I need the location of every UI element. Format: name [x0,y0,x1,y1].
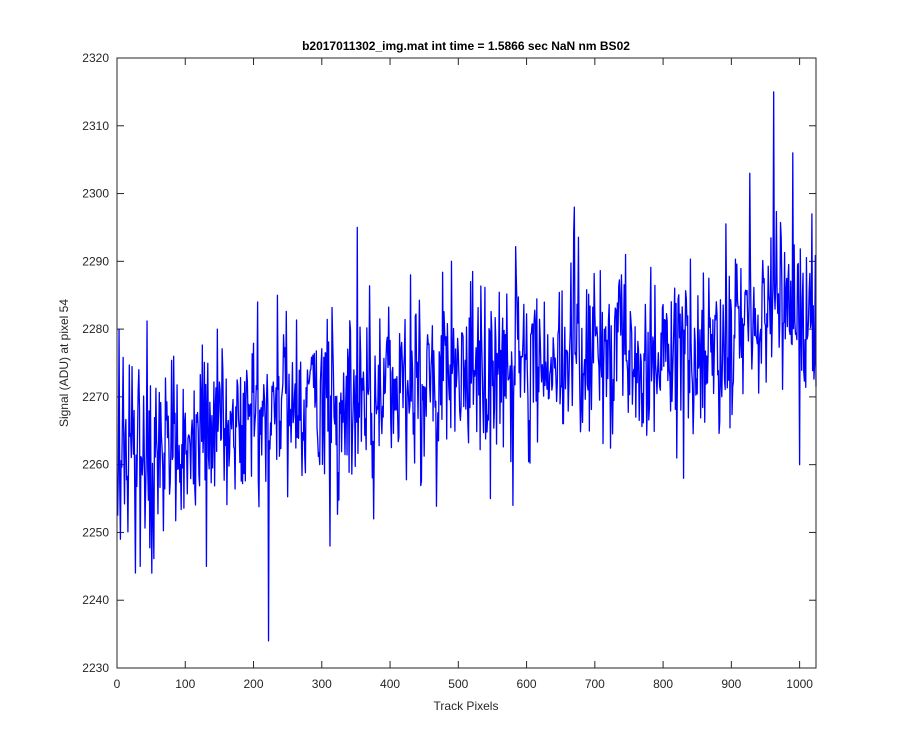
y-axis: 2230 2240 2250 2260 2270 2280 2290 2300 2310 2320 [82,51,816,675]
x-tick-label: 0 [114,677,121,691]
x-tick-label: 500 [448,677,468,691]
x-tick-label: 1000 [786,677,813,691]
y-tick-label: 2300 [82,187,109,201]
y-tick-label: 2230 [82,661,109,675]
y-axis-label: Signal (ADU) at pixel 54 [57,299,71,427]
y-tick-label: 2250 [82,525,109,539]
x-tick-label: 100 [175,677,195,691]
plot-frame [116,57,817,669]
x-tick-label: 700 [585,677,605,691]
x-axis: 0 100 200 300 400 500 600 700 800 900 1000 [114,58,813,691]
x-tick-label: 800 [653,677,673,691]
x-tick-label: 900 [721,677,741,691]
signal-series-line [117,91,817,642]
x-axis-label: Track Pixels [434,699,499,713]
x-tick-label: 400 [380,677,400,691]
x-tick-label: 600 [517,677,537,691]
x-tick-label: 200 [244,677,264,691]
y-tick-label: 2310 [82,119,109,133]
chart-title: b2017011302_img.mat int time = 1.5866 se… [302,39,630,53]
x-tick-label: 300 [312,677,332,691]
y-tick-label: 2270 [82,390,109,404]
y-tick-label: 2240 [82,593,109,607]
y-tick-label: 2290 [82,254,109,268]
y-tick-label: 2260 [82,458,109,472]
series-layer [117,91,817,642]
y-tick-label: 2320 [82,51,109,65]
y-tick-label: 2280 [82,322,109,336]
